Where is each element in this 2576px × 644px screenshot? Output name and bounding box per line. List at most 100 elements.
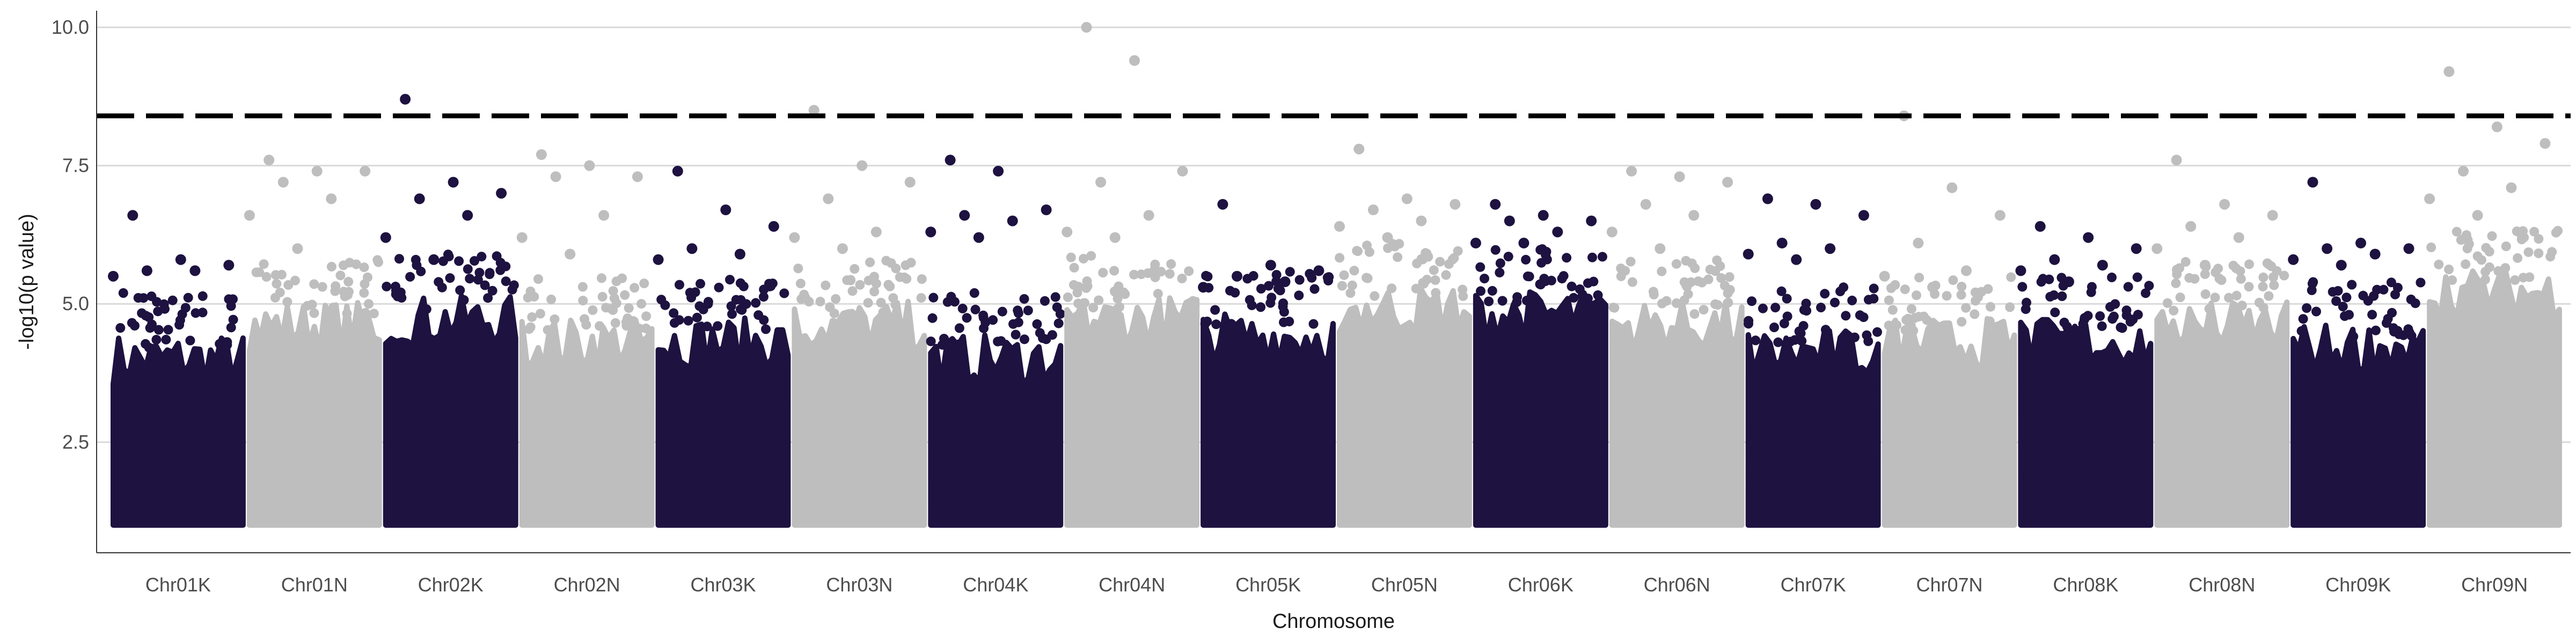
- hit-point-chr08n: [2267, 210, 2278, 221]
- scatter-point: [1776, 286, 1787, 296]
- scatter-point: [1723, 288, 1733, 298]
- scatter-point: [2005, 302, 2015, 312]
- scatter-point: [686, 292, 697, 303]
- scatter-point: [2347, 280, 2357, 290]
- hit-point-chr06n: [1688, 210, 1700, 221]
- hit-point-chr06n: [1674, 171, 1685, 182]
- hit-point-chr07k: [1810, 199, 1821, 210]
- scatter-point: [1521, 254, 1531, 265]
- scatter-point: [714, 282, 724, 292]
- hit-point-chr09n: [2540, 138, 2551, 149]
- hit-point-chr03n: [870, 226, 882, 238]
- hit-point-chr02n: [598, 210, 610, 221]
- scatter-point: [1569, 292, 1579, 303]
- hit-point-chr08k: [2035, 221, 2046, 232]
- scatter-point: [1541, 250, 1550, 260]
- scatter-point: [1052, 302, 1062, 312]
- scatter-point: [335, 270, 346, 281]
- scatter-point: [2175, 292, 2185, 303]
- scatter-point: [957, 303, 968, 313]
- scatter-point: [1957, 282, 1967, 291]
- scatter-point: [1841, 311, 1851, 321]
- scatter-point: [1429, 265, 1439, 275]
- scatter-point: [630, 283, 640, 293]
- scatter-point: [459, 295, 469, 305]
- scatter-point: [495, 258, 506, 268]
- scatter-point: [1839, 282, 1849, 292]
- scatter-point: [2516, 235, 2527, 245]
- scatter-point: [1956, 290, 1966, 300]
- scatter-point: [969, 288, 979, 298]
- scatter-point: [1567, 281, 1577, 291]
- scatter-point: [2379, 284, 2389, 295]
- scatter-point: [1073, 298, 1084, 309]
- scatter-point: [1490, 245, 1501, 255]
- scatter-point: [962, 313, 972, 323]
- scatter-point: [2296, 326, 2307, 336]
- scatter-point: [1339, 270, 1349, 280]
- scatter-point: [1758, 303, 1768, 313]
- scatter-point: [2269, 280, 2279, 290]
- scatter-point: [501, 276, 511, 287]
- scatter-point: [2513, 253, 2523, 263]
- scatter-point: [2266, 261, 2277, 272]
- hit-point-chr04n: [1143, 210, 1154, 221]
- scatter-point: [342, 309, 352, 319]
- scatter-point: [480, 280, 490, 290]
- scatter-point: [175, 315, 185, 325]
- hit-point-chr05k: [1313, 265, 1324, 276]
- x-axis-title: Chromosome: [1272, 610, 1395, 633]
- hit-point-chr01n: [326, 193, 337, 204]
- scatter-point: [161, 334, 171, 345]
- hit-point-chr02n: [632, 171, 643, 182]
- scatter-point: [2109, 311, 2119, 321]
- scatter-point: [1849, 332, 1860, 342]
- hit-point-chr09n: [2443, 66, 2455, 77]
- scatter-point: [421, 304, 431, 314]
- chromosome-mass-chr04k: [928, 332, 1064, 528]
- scatter-point: [2224, 292, 2234, 303]
- hit-point-chr04n: [1095, 177, 1107, 188]
- scatter-point: [1088, 303, 1099, 313]
- scatter-point: [259, 259, 269, 269]
- scatter-point: [578, 296, 588, 306]
- hit-point-chr07k: [1825, 243, 1836, 254]
- scatter-point: [228, 314, 238, 325]
- hit-point-chr01n: [244, 210, 255, 221]
- scatter-point: [1441, 270, 1451, 280]
- scatter-point: [1115, 302, 1124, 312]
- scatter-point: [825, 302, 835, 312]
- scatter-point: [1113, 294, 1123, 304]
- scatter-point: [2463, 235, 2473, 245]
- scatter-point: [2044, 274, 2054, 284]
- scatter-point: [997, 306, 1007, 317]
- scatter-point: [1521, 296, 1532, 305]
- scatter-point: [2279, 270, 2289, 281]
- scatter-point: [1188, 296, 1198, 306]
- scatter-point: [1435, 257, 1445, 267]
- scatter-point: [145, 323, 155, 333]
- scatter-point: [850, 264, 860, 274]
- hit-point-chr04k: [1007, 215, 1018, 226]
- scatter-point: [793, 264, 803, 274]
- hit-point-chr08n: [2233, 232, 2244, 243]
- scatter-point: [2480, 274, 2490, 284]
- hit-point-chr08k: [2063, 276, 2074, 287]
- scatter-point: [1689, 309, 1700, 319]
- hit-point-chr03k: [653, 254, 664, 265]
- scatter-point: [2258, 282, 2268, 292]
- scatter-point: [993, 336, 1003, 347]
- scatter-point: [1887, 305, 1898, 315]
- scatter-point: [588, 305, 598, 315]
- scatter-point: [2045, 291, 2055, 302]
- scatter-point: [2133, 310, 2143, 320]
- scatter-point: [1066, 252, 1076, 262]
- x-tick-label-chr05n: Chr05N: [1371, 574, 1438, 596]
- scatter-point: [1265, 298, 1276, 308]
- hit-point-chr07n: [1879, 270, 1890, 282]
- hit-point-chr01k: [175, 254, 186, 265]
- scatter-point: [1770, 303, 1781, 313]
- hit-point-chr02k: [414, 193, 425, 204]
- scatter-point: [1671, 259, 1681, 269]
- hit-point-chr09n: [2472, 210, 2483, 221]
